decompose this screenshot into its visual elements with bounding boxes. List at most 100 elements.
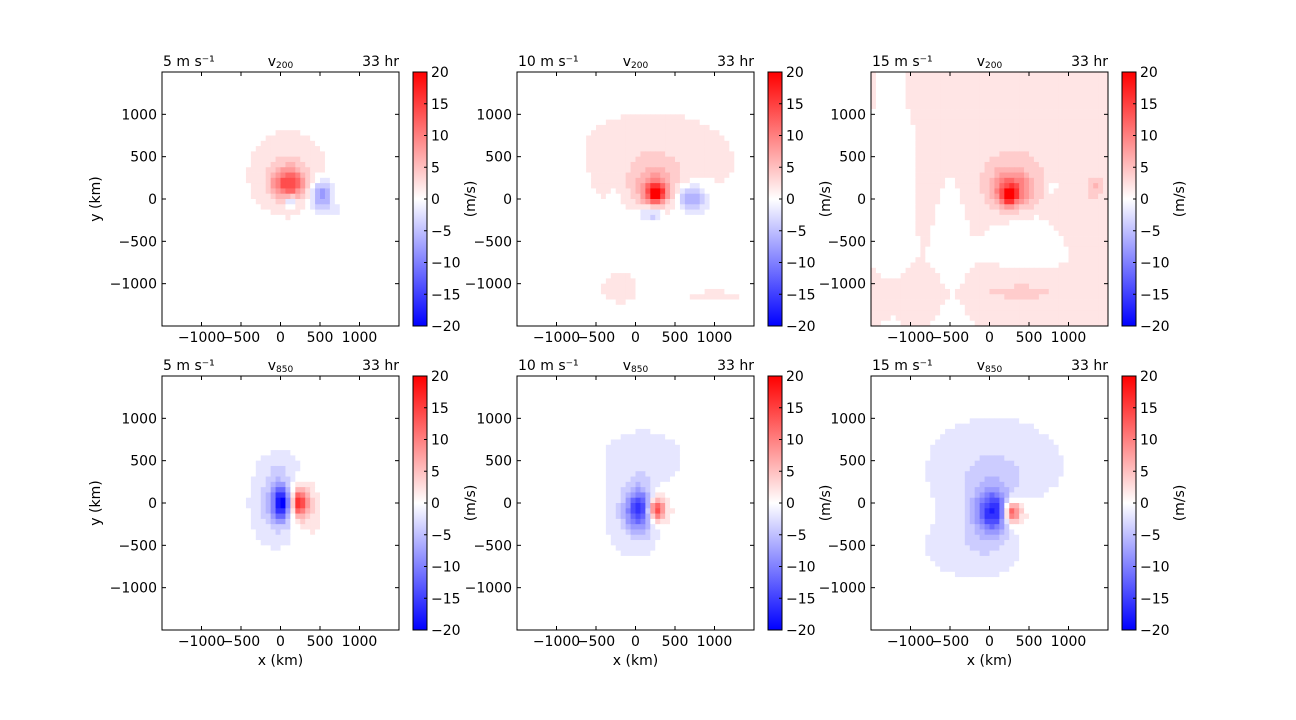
x-tick-label: 500 [1016, 330, 1043, 346]
colorbar-tick-label: 0 [431, 192, 440, 208]
y-tick-label: −1000 [819, 581, 866, 597]
colorbar-label: (m/s) [818, 181, 834, 218]
panel-right-title: 33 hr [362, 54, 399, 70]
colorbar-tick-label: 0 [431, 496, 440, 512]
y-tick-label: 0 [857, 496, 866, 512]
colorbar: −20 −15 −10 −5 0 5 10 15 20 (m/s) [412, 369, 479, 639]
x-tick-label: 500 [1016, 634, 1043, 650]
x-tick-label: −500 [931, 330, 969, 346]
y-tick-label: 1000 [121, 411, 157, 427]
colorbar-tick-label: −20 [786, 623, 816, 639]
contour-field [517, 72, 755, 327]
colorbar-tick-label: 5 [431, 464, 440, 480]
panel-center-title-var: v [977, 358, 985, 374]
x-tick-label: 0 [276, 634, 285, 650]
colorbar-tick-label: −20 [1140, 319, 1170, 335]
panel-center-title: v200 [623, 54, 649, 71]
x-tick-label: 0 [631, 330, 640, 346]
y-tick-label: −1000 [110, 581, 157, 597]
colorbar-tick-label: 20 [1140, 65, 1158, 81]
x-tick-label: 0 [985, 634, 994, 650]
x-tick-label: 1000 [697, 330, 733, 346]
y-tick-label: −1000 [110, 277, 157, 293]
x-tick-label: −1000 [887, 634, 934, 650]
x-tick-label: 1000 [342, 330, 378, 346]
x-tick-label: −500 [577, 330, 615, 346]
colorbar-label: (m/s) [463, 485, 479, 522]
y-tick-label: −1000 [465, 277, 512, 293]
x-tick-label: −500 [222, 634, 260, 650]
x-tick-label: 1000 [1051, 634, 1087, 650]
x-axis-label: x (km) [967, 653, 1012, 669]
y-tick-label: −1000 [819, 277, 866, 293]
colorbar-tick-label: 20 [1140, 369, 1158, 385]
x-tick-label: 1000 [1051, 330, 1087, 346]
colorbar: −20 −15 −10 −5 0 5 10 15 20 (m/s) [767, 369, 834, 639]
y-tick-label: 500 [130, 454, 157, 470]
y-tick-label: 500 [485, 454, 512, 470]
panel-center-title-var: v [977, 54, 985, 70]
colorbar-tick-label: 5 [786, 160, 795, 176]
colorbar-tick-label: 5 [1140, 464, 1149, 480]
y-tick-label: −500 [828, 234, 866, 250]
colorbar-tick-label: 5 [786, 464, 795, 480]
panel-center-title-var: v [623, 358, 631, 374]
colorbar-tick-label: 20 [786, 369, 804, 385]
colorbar-tick-label: 0 [1140, 192, 1149, 208]
colorbar-tick-label: 15 [786, 401, 804, 417]
panel-right-title: 33 hr [1071, 358, 1108, 374]
x-tick-label: 500 [662, 634, 689, 650]
panel-center-title-sub: 850 [276, 365, 293, 375]
panel-right-title: 33 hr [717, 358, 754, 374]
colorbar-tick-label: −10 [786, 256, 816, 272]
y-tick-label: 1000 [476, 411, 512, 427]
x-axis-label: x (km) [258, 653, 303, 669]
x-tick-label: 1000 [697, 634, 733, 650]
colorbar-label: (m/s) [463, 181, 479, 218]
colorbar-tick-label: 20 [786, 65, 804, 81]
colorbar-tick-label: −15 [431, 591, 461, 607]
y-tick-label: 0 [148, 496, 157, 512]
colorbar-tick-label: −20 [1140, 623, 1170, 639]
panel-right-title: 33 hr [717, 54, 754, 70]
colorbar-tick-label: −15 [786, 591, 816, 607]
colorbar-tick-label: 10 [786, 433, 804, 449]
colorbar-tick-label: −5 [431, 528, 452, 544]
colorbar-tick-label: 10 [1140, 129, 1158, 145]
panel-center-title-sub: 200 [985, 61, 1002, 71]
contour-field [871, 376, 1109, 631]
x-tick-label: −1000 [533, 634, 580, 650]
x-tick-label: −500 [931, 634, 969, 650]
x-tick-label: −1000 [178, 330, 225, 346]
colorbar-tick-label: −15 [431, 287, 461, 303]
x-tick-label: −500 [222, 330, 260, 346]
colorbar: −20 −15 −10 −5 0 5 10 15 20 (m/s) [412, 65, 479, 335]
panel-left-title: 5 m s⁻¹ [163, 54, 215, 70]
colorbar-tick-label: 15 [1140, 97, 1158, 113]
x-tick-label: 0 [276, 330, 285, 346]
y-tick-label: 500 [839, 150, 866, 166]
panel-left-title: 15 m s⁻¹ [872, 54, 933, 70]
y-tick-label: 1000 [121, 107, 157, 123]
colorbar-tick-label: 10 [1140, 433, 1158, 449]
y-tick-label: −500 [828, 538, 866, 554]
y-tick-label: −1000 [465, 581, 512, 597]
y-tick-label: 500 [130, 150, 157, 166]
colorbar-tick-label: −15 [786, 287, 816, 303]
y-tick-label: 1000 [830, 107, 866, 123]
y-tick-label: 0 [857, 192, 866, 208]
contour-field [162, 72, 400, 327]
panel-center-title-sub: 200 [276, 61, 293, 71]
colorbar: −20 −15 −10 −5 0 5 10 15 20 (m/s) [767, 65, 834, 335]
x-axis-label: x (km) [613, 653, 658, 669]
colorbar-tick-label: −20 [786, 319, 816, 335]
colorbar-tick-label: 15 [786, 97, 804, 113]
colorbar-tick-label: −10 [431, 560, 461, 576]
contour-field [162, 376, 400, 631]
